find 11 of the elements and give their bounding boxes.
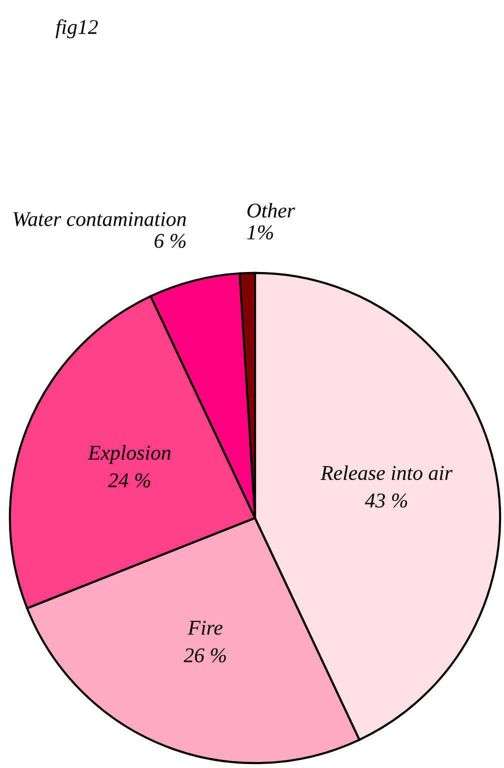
data-label: 43 % [364,494,408,508]
slice-label: Fire [188,620,222,635]
data-label: 24 % [108,473,150,488]
data-label: 26 % [184,648,226,662]
slice-label: Release into air [320,465,453,480]
slice-label: Water contamination [14,212,186,226]
data-label: 6 % [154,234,186,248]
slice-label: Explosion [88,445,170,464]
slice-label: Other [247,202,296,218]
chart-title: fig12 [56,19,98,38]
data-label: 1% [247,225,273,240]
